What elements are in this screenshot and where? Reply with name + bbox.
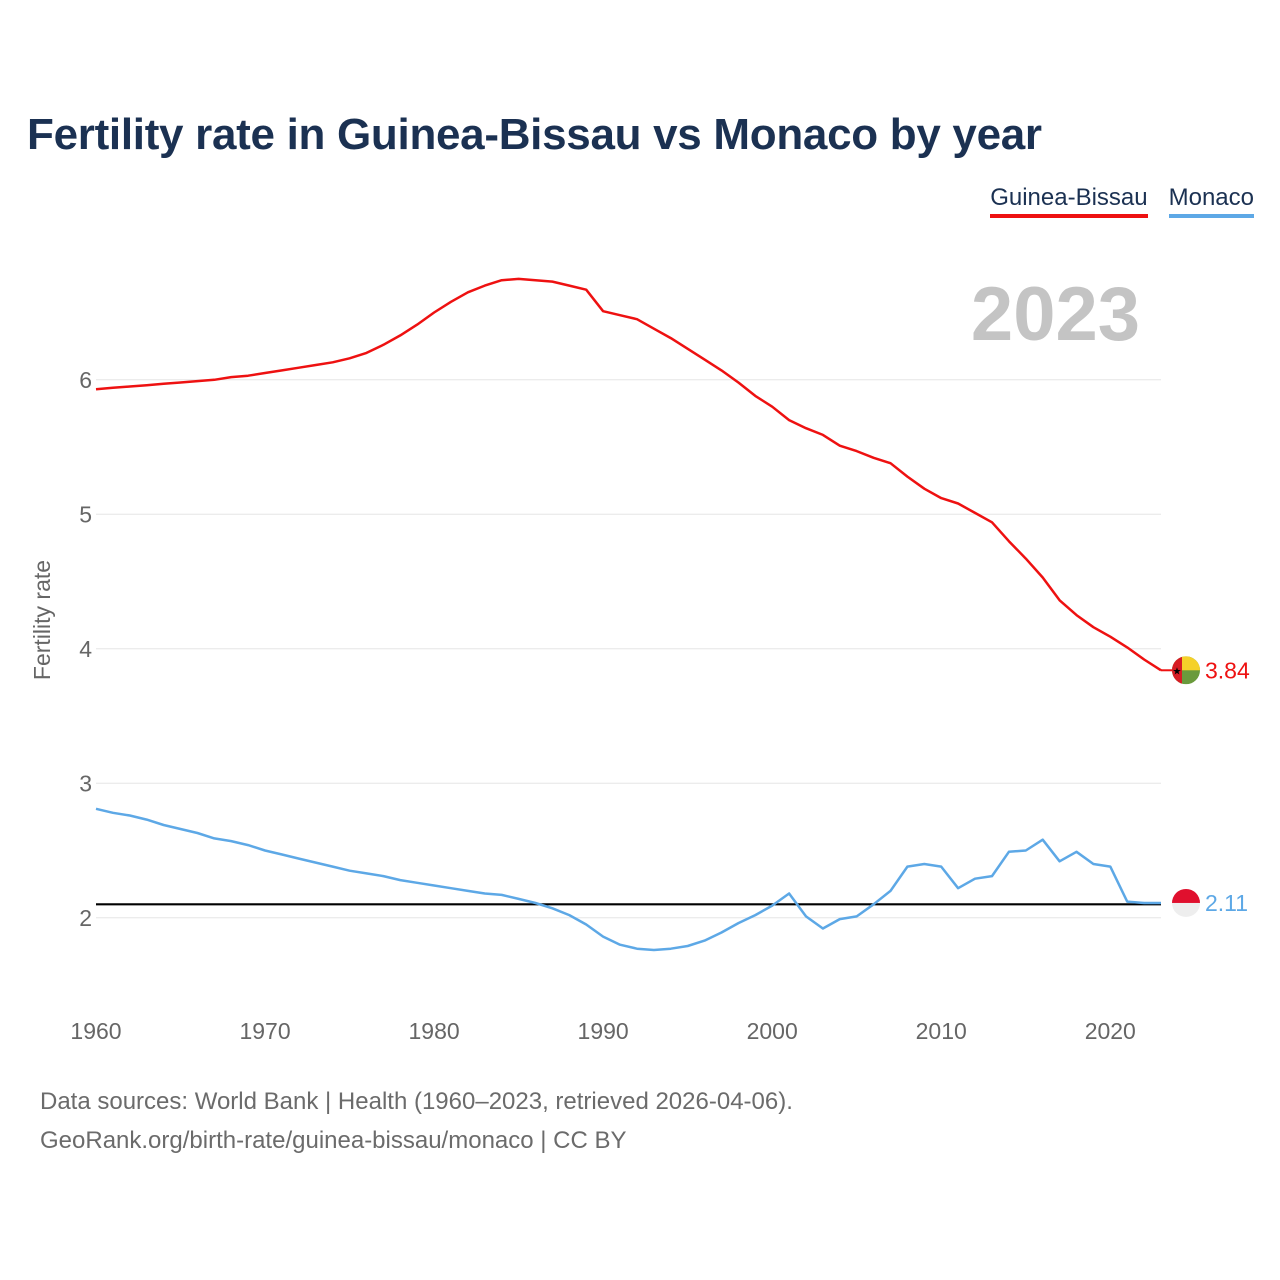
flag-red-band (1172, 888, 1200, 903)
x-tick-label: 1980 (409, 1018, 460, 1044)
x-tick-label: 2010 (916, 1018, 967, 1044)
end-value-monaco: 2.11 (1205, 890, 1248, 916)
legend-item-guinea-bissau[interactable]: Guinea-Bissau (990, 184, 1148, 218)
line-chart: 2 3 4 5 6 1960 1970 1980 1990 2000 2010 2020 2023 F… (29, 272, 1250, 1044)
credit-link[interactable]: GeoRank.org/birth-rate/guinea-bissau/mon… (40, 1127, 627, 1154)
chart-title: Fertility rate in Guinea-Bissau vs Monac… (27, 110, 1042, 159)
series-line-monaco (95, 807, 1161, 952)
data-source-note: Data sources: World Bank | Health (1960–… (40, 1088, 793, 1115)
x-tick-label: 2000 (747, 1018, 798, 1044)
y-tick-label: 6 (79, 367, 92, 393)
x-tick-label: 1960 (70, 1018, 121, 1044)
flag-guinea-bissau-icon: ★ (1172, 656, 1200, 685)
flag-monaco-icon (1172, 888, 1200, 917)
y-tick-label: 5 (79, 501, 92, 527)
year-watermark: 2023 (971, 272, 1140, 357)
y-tick-label: 2 (79, 905, 92, 931)
x-tick-label: 1990 (578, 1018, 629, 1044)
end-value-guinea-bissau: 3.84 (1205, 657, 1250, 683)
y-tick-label: 4 (79, 636, 92, 662)
series-line-guinea-bissau (95, 277, 1162, 672)
legend-item-monaco[interactable]: Monaco (1168, 184, 1254, 218)
legend: Guinea-Bissau Monaco (990, 184, 1254, 218)
x-tick-label: 1970 (239, 1018, 290, 1044)
flag-yellow-band (1181, 656, 1200, 671)
flag-star-icon: ★ (1173, 666, 1182, 677)
y-tick-label: 3 (79, 770, 92, 796)
y-axis-label: Fertility rate (29, 560, 55, 680)
flag-red-band (1172, 656, 1182, 685)
x-tick-label: 2020 (1085, 1018, 1136, 1044)
